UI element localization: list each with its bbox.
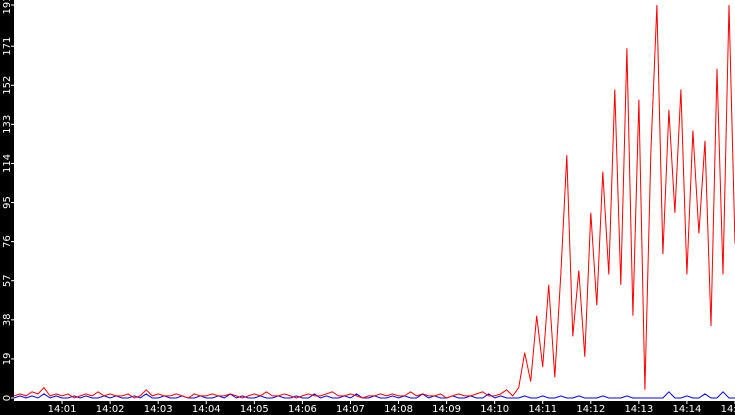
x-tick-label: 14:12 xyxy=(576,404,605,415)
y-tick-label: 191 xyxy=(2,0,13,15)
y-tick-label: 19 xyxy=(2,353,13,366)
y-tick-label: 95 xyxy=(2,196,13,209)
x-tick-label: 14:09 xyxy=(432,404,461,415)
x-tick-label: 14:08 xyxy=(384,404,413,415)
x-tick-label: 14:14 xyxy=(673,404,702,415)
x-tick-label: 14:04 xyxy=(192,404,221,415)
y-tick-label: 114 xyxy=(2,154,13,173)
x-tick-label: 14:07 xyxy=(336,404,365,415)
y-tick-label: 152 xyxy=(2,76,13,95)
x-axis-strip xyxy=(0,401,735,415)
y-tick-label: 76 xyxy=(2,235,13,248)
y-tick-label: 133 xyxy=(2,115,13,134)
x-tick-label: 14:11 xyxy=(528,404,557,415)
x-tick-label: 14:02 xyxy=(96,404,125,415)
x-tick-label: 14:06 xyxy=(288,404,317,415)
x-tick-label: 14:15 xyxy=(721,404,735,415)
y-tick-label: 38 xyxy=(2,313,13,326)
y-tick-label: 57 xyxy=(2,274,13,287)
y-axis-strip xyxy=(0,0,14,415)
series-line xyxy=(13,4,735,399)
x-tick-label: 14:01 xyxy=(48,404,77,415)
x-tick-label: 14:10 xyxy=(480,404,509,415)
x-tick-label: 14:13 xyxy=(624,404,653,415)
y-tick-label: 0 xyxy=(2,395,13,401)
x-tick-label: 14:05 xyxy=(240,404,269,415)
y-tick-label: 171 xyxy=(2,37,13,56)
x-tick-label: 14:03 xyxy=(144,404,173,415)
